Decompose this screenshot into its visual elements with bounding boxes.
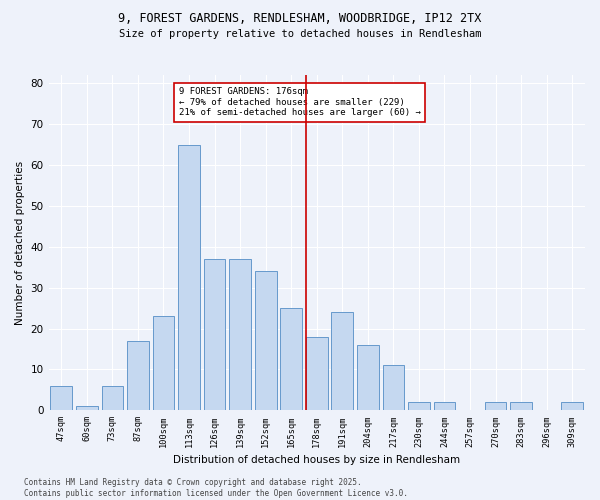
Bar [255, 272, 277, 410]
Bar [127, 341, 149, 410]
Bar [101, 386, 123, 410]
Bar [562, 402, 583, 410]
Bar [152, 316, 175, 410]
Bar [331, 312, 353, 410]
Bar [408, 402, 430, 410]
Text: Contains HM Land Registry data © Crown copyright and database right 2025.
Contai: Contains HM Land Registry data © Crown c… [24, 478, 408, 498]
Bar [204, 259, 226, 410]
Bar [306, 336, 328, 410]
Bar [510, 402, 532, 410]
Text: Size of property relative to detached houses in Rendlesham: Size of property relative to detached ho… [119, 29, 481, 39]
Bar [280, 308, 302, 410]
Bar [485, 402, 506, 410]
Bar [76, 406, 98, 410]
Bar [50, 386, 72, 410]
Text: 9, FOREST GARDENS, RENDLESHAM, WOODBRIDGE, IP12 2TX: 9, FOREST GARDENS, RENDLESHAM, WOODBRIDG… [118, 12, 482, 26]
Text: 9 FOREST GARDENS: 176sqm
← 79% of detached houses are smaller (229)
21% of semi-: 9 FOREST GARDENS: 176sqm ← 79% of detach… [179, 88, 421, 117]
Bar [229, 259, 251, 410]
X-axis label: Distribution of detached houses by size in Rendlesham: Distribution of detached houses by size … [173, 455, 460, 465]
Bar [434, 402, 455, 410]
Bar [383, 366, 404, 410]
Bar [178, 144, 200, 410]
Bar [357, 345, 379, 410]
Y-axis label: Number of detached properties: Number of detached properties [15, 160, 25, 324]
